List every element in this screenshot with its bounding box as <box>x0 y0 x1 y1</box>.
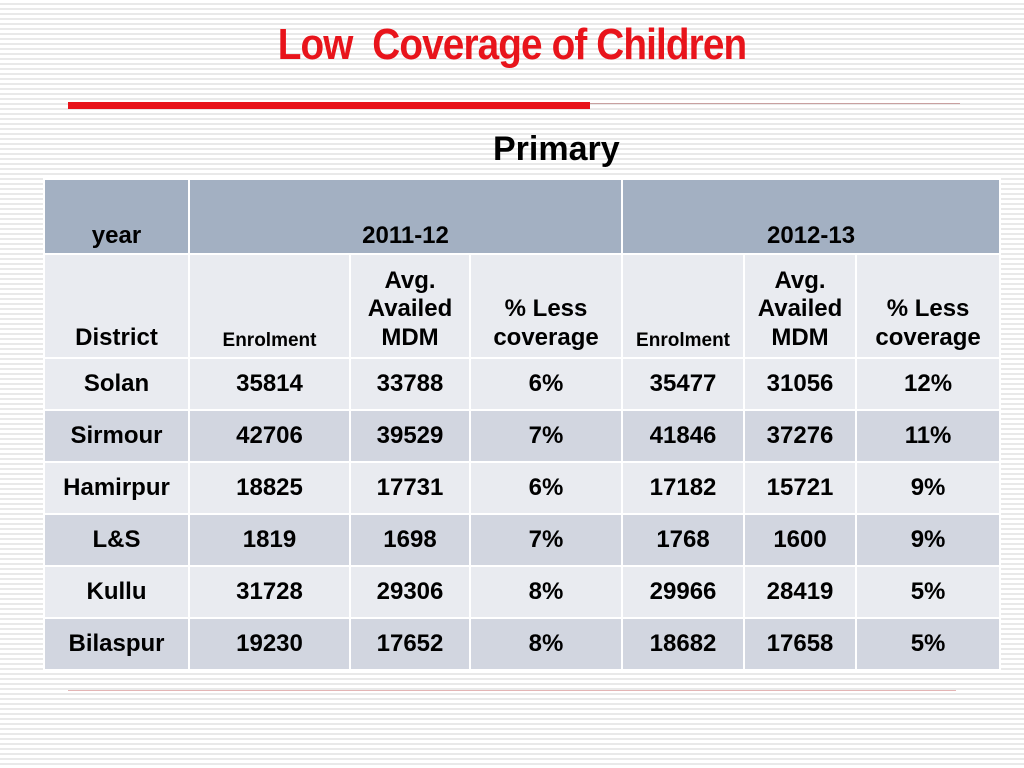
table-row: L&S 1819 1698 7% 1768 1600 9% <box>43 513 1002 567</box>
table-row: Bilaspur 19230 17652 8% 18682 17658 5% <box>43 617 1002 671</box>
less-coverage-cell: 6% <box>468 357 624 411</box>
avg-mdm-cell: 31056 <box>743 357 858 411</box>
less-coverage-cell: 5% <box>855 565 1002 619</box>
avg-mdm-cell: 1698 <box>349 513 471 567</box>
avg-mdm-cell: 17652 <box>349 617 471 671</box>
avg-mdm-header: Avg. Availed MDM <box>349 253 471 359</box>
less-coverage-cell: 7% <box>468 513 624 567</box>
year-header-row: year 2011-12 2012-13 <box>43 178 1002 255</box>
district-cell: Solan <box>43 357 190 411</box>
less-coverage-header: % Less coverage <box>468 253 624 359</box>
less-coverage-cell: 8% <box>468 617 624 671</box>
enrolment-cell: 35477 <box>621 357 746 411</box>
avg-mdm-cell: 1600 <box>743 513 858 567</box>
district-header: District <box>43 253 190 359</box>
district-cell: L&S <box>43 513 190 567</box>
avg-mdm-cell: 39529 <box>349 409 471 463</box>
avg-mdm-cell: 17658 <box>743 617 858 671</box>
slide-title: Low Coverage of Children <box>277 20 747 69</box>
district-cell: Bilaspur <box>43 617 190 671</box>
year-2011-12-header: 2011-12 <box>187 178 624 255</box>
enrolment-cell: 18682 <box>621 617 746 671</box>
year-2012-13-header: 2012-13 <box>621 178 1002 255</box>
table-row: Hamirpur 18825 17731 6% 17182 15721 9% <box>43 461 1002 515</box>
footer-rule <box>68 690 956 691</box>
avg-mdm-cell: 29306 <box>349 565 471 619</box>
table-row: Sirmour 42706 39529 7% 41846 37276 11% <box>43 409 1002 463</box>
less-coverage-cell: 7% <box>468 409 624 463</box>
district-cell: Sirmour <box>43 409 190 463</box>
avg-mdm-cell: 28419 <box>743 565 858 619</box>
avg-mdm-header: Avg. Availed MDM <box>743 253 858 359</box>
district-cell: Hamirpur <box>43 461 190 515</box>
title-underline-rule <box>590 103 960 104</box>
coverage-table: year 2011-12 2012-13 District Enrolment … <box>43 178 1002 671</box>
less-coverage-cell: 9% <box>855 461 1002 515</box>
enrolment-cell: 29966 <box>621 565 746 619</box>
less-coverage-cell: 12% <box>855 357 1002 411</box>
table-row: Solan 35814 33788 6% 35477 31056 12% <box>43 357 1002 411</box>
less-coverage-cell: 11% <box>855 409 1002 463</box>
enrolment-cell: 42706 <box>188 409 351 463</box>
avg-mdm-cell: 33788 <box>349 357 471 411</box>
title-underline-bar <box>68 102 590 109</box>
column-header-row: District Enrolment Avg. Availed MDM % Le… <box>43 253 1002 359</box>
less-coverage-cell: 5% <box>855 617 1002 671</box>
enrolment-cell: 17182 <box>621 461 746 515</box>
enrolment-cell: 1819 <box>188 513 351 567</box>
avg-mdm-cell: 15721 <box>743 461 858 515</box>
year-header-cell: year <box>43 178 190 255</box>
enrolment-cell: 35814 <box>188 357 351 411</box>
less-coverage-header: % Less coverage <box>855 253 1002 359</box>
less-coverage-cell: 9% <box>855 513 1002 567</box>
enrolment-cell: 19230 <box>188 617 351 671</box>
avg-mdm-cell: 17731 <box>349 461 471 515</box>
district-cell: Kullu <box>43 565 190 619</box>
table-subtitle: Primary <box>493 130 620 168</box>
enrolment-header: Enrolment <box>188 253 351 359</box>
less-coverage-cell: 8% <box>468 565 624 619</box>
table-row: Kullu 31728 29306 8% 29966 28419 5% <box>43 565 1002 619</box>
enrolment-cell: 31728 <box>188 565 351 619</box>
avg-mdm-cell: 37276 <box>743 409 858 463</box>
enrolment-cell: 41846 <box>621 409 746 463</box>
enrolment-header: Enrolment <box>621 253 746 359</box>
less-coverage-cell: 6% <box>468 461 624 515</box>
enrolment-cell: 1768 <box>621 513 746 567</box>
enrolment-cell: 18825 <box>188 461 351 515</box>
